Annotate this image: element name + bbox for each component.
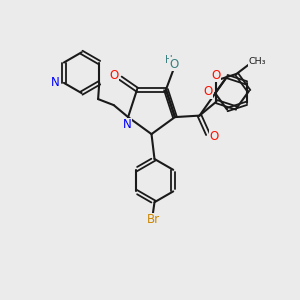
Text: CH₃: CH₃: [249, 57, 266, 66]
Text: O: O: [203, 85, 212, 98]
Text: H: H: [165, 56, 173, 65]
Text: N: N: [123, 118, 132, 131]
Text: O: O: [169, 58, 178, 70]
Text: N: N: [51, 76, 60, 89]
Text: Br: Br: [146, 213, 160, 226]
Text: O: O: [210, 130, 219, 143]
Text: O: O: [109, 69, 119, 82]
Text: O: O: [211, 68, 220, 82]
Circle shape: [207, 68, 258, 118]
